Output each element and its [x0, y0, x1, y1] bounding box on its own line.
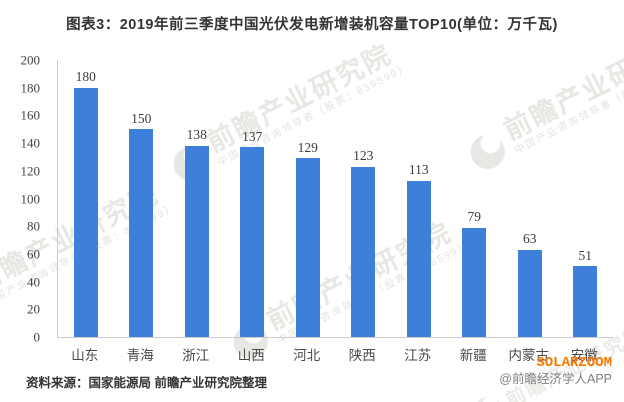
bar-value-label: 51 [578, 247, 593, 263]
bar-slot: 129 [280, 141, 336, 337]
x-category-label: 安徽 [570, 348, 598, 363]
bar [73, 87, 98, 337]
qianzhan-logo-icon [475, 395, 501, 402]
bar [295, 158, 320, 337]
y-tick-label: 120 [20, 163, 41, 179]
y-axis: 0 20 40 60 80 100 120 140 160 180 200 [0, 54, 48, 344]
x-category-label: 河北 [293, 348, 321, 363]
y-tick-label: 180 [20, 80, 41, 96]
bar-slot: 180 [58, 70, 114, 337]
y-tick-label: 140 [20, 135, 41, 151]
y-tick-label: 100 [20, 191, 41, 206]
bar-slot: 137 [225, 130, 281, 337]
solarzoom-logo: SOLARZOOM [536, 355, 612, 371]
x-category-label: 青海 [126, 348, 154, 363]
bar-slot: 51 [558, 249, 614, 337]
chart-title: 图表3：2019年前三季度中国光伏发电新增装机容量TOP10(单位：万千瓦) [66, 17, 558, 33]
y-tick-label: 40 [27, 274, 40, 290]
bar-slot: 150 [114, 112, 170, 337]
bar-value-label: 123 [353, 148, 374, 164]
x-category-label: 江苏 [404, 348, 432, 363]
bar [517, 249, 542, 337]
bar-value-label: 129 [297, 139, 318, 155]
bars-container: 180 150 138 137 129 123 113 79 63 51 [58, 60, 613, 337]
bar-slot: 79 [447, 210, 503, 337]
plot-area: 180 150 138 137 129 123 113 79 63 51 [57, 60, 613, 338]
bar [240, 147, 265, 337]
bar [462, 227, 487, 337]
x-category-label: 浙江 [182, 348, 210, 363]
bar [184, 145, 209, 337]
bar-slot: 113 [391, 163, 447, 337]
y-tick-label: 20 [27, 301, 40, 317]
bar [406, 180, 431, 337]
bar-value-label: 79 [467, 209, 482, 225]
source-note: 资料来源：国家能源局 前瞻产业研究院整理 [26, 376, 267, 390]
bar-slot: 123 [336, 149, 392, 337]
bar-slot: 138 [169, 128, 225, 337]
bar [573, 266, 598, 337]
x-category-label: 新疆 [459, 348, 487, 363]
y-tick-label: 80 [27, 218, 40, 234]
brand-block: SOLARZOOM @前瞻经济学人APP [499, 355, 612, 387]
x-category-label: 山东 [71, 348, 99, 363]
x-axis-labels: 山东 青海 浙江 山西 河北 陕西 江苏 新疆 内蒙古 安徽 [57, 344, 612, 364]
x-category-label: 山西 [237, 348, 265, 363]
y-tick-label: 60 [27, 246, 40, 262]
y-tick-label: 160 [20, 107, 41, 123]
bar [351, 166, 376, 337]
app-credit: @前瞻经济学人APP [499, 372, 612, 387]
bar-value-label: 180 [75, 69, 96, 85]
bar-value-label: 113 [408, 162, 429, 177]
x-category-label: 内蒙古 [508, 348, 550, 363]
x-category-label: 陕西 [348, 348, 376, 363]
bar [129, 129, 154, 337]
y-tick-label: 0 [33, 329, 41, 345]
bar-value-label: 137 [242, 128, 263, 144]
bar-slot: 63 [502, 232, 558, 337]
bar-value-label: 150 [131, 110, 152, 126]
bar-value-label: 63 [523, 231, 537, 247]
bar-value-label: 138 [186, 127, 207, 143]
y-tick-label: 200 [20, 52, 41, 68]
